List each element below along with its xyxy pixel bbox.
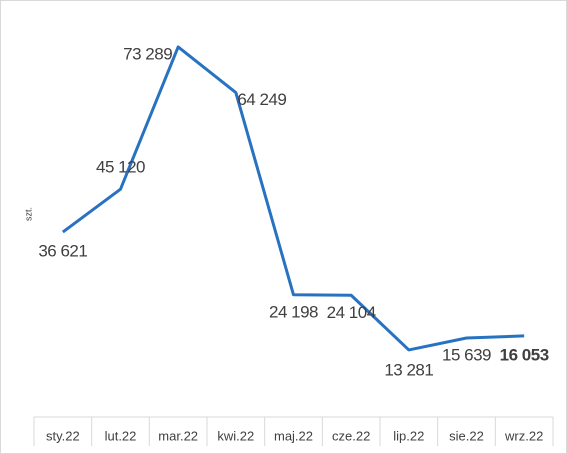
data-label: 24 198 bbox=[269, 302, 318, 321]
data-label: 36 621 bbox=[38, 242, 87, 261]
x-tick-label: wrz.22 bbox=[504, 428, 543, 443]
x-tick-label: sty.22 bbox=[46, 428, 80, 443]
data-label: 64 249 bbox=[237, 90, 286, 109]
y-axis-label: szt. bbox=[23, 207, 33, 221]
data-label: 24 104 bbox=[327, 303, 376, 322]
data-label: 15 639 bbox=[442, 346, 491, 365]
x-tick-label: cze.22 bbox=[332, 428, 370, 443]
x-tick-label: mar.22 bbox=[158, 428, 198, 443]
data-label: 13 281 bbox=[384, 360, 433, 379]
x-tick-label: lip.22 bbox=[393, 428, 424, 443]
data-label: 16 053 bbox=[500, 345, 549, 364]
data-line bbox=[61, 45, 525, 352]
x-tick-label: lut.22 bbox=[105, 428, 137, 443]
data-label: 73 289 bbox=[123, 44, 172, 63]
x-tick-label: kwi.22 bbox=[217, 428, 254, 443]
data-label: 45 120 bbox=[96, 158, 145, 177]
x-tick-label: maj.22 bbox=[274, 428, 313, 443]
x-tick-label: sie.22 bbox=[449, 428, 484, 443]
